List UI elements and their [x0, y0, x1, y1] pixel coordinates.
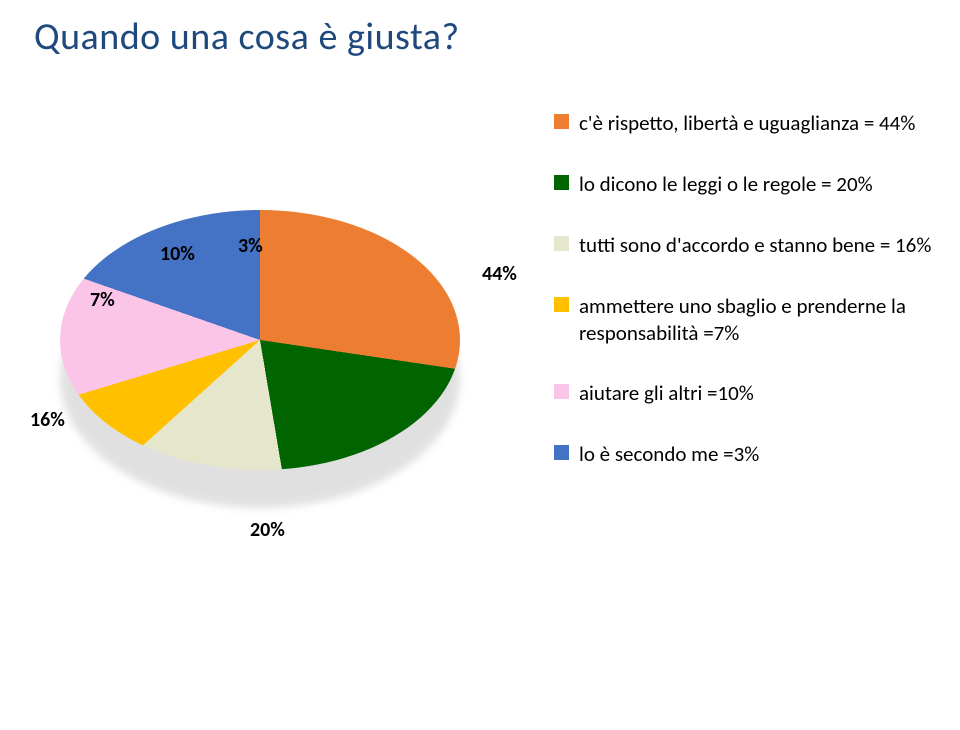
pie-pct-label: 10% — [160, 242, 195, 266]
legend-swatch — [554, 114, 569, 129]
legend-label: ammettere uno sbaglio e prenderne la res… — [579, 293, 934, 347]
legend-item: ammettere uno sbaglio e prenderne la res… — [554, 293, 934, 347]
legend-item: lo è secondo me =3% — [554, 441, 934, 468]
pie-pct-label: 16% — [30, 408, 65, 432]
legend-item: lo dicono le leggi o le regole = 20% — [554, 171, 934, 198]
legend-item: aiutare gli altri =10% — [554, 380, 934, 407]
legend-swatch — [554, 445, 569, 460]
legend-item: tutti sono d'accordo e stanno bene = 16% — [554, 232, 934, 259]
legend: c'è rispetto, libertà e uguaglianza = 44… — [554, 110, 934, 502]
pie-pct-label: 7% — [90, 288, 115, 312]
pie-pct-label: 20% — [250, 518, 285, 542]
legend-label: lo è secondo me =3% — [579, 441, 759, 468]
slide: Quando una cosa è giusta? 44% 20% 16% 7% 10%… — [0, 0, 960, 730]
legend-label: tutti sono d'accordo e stanno bene = 16% — [579, 232, 931, 259]
legend-label: lo dicono le leggi o le regole = 20% — [579, 171, 873, 198]
legend-label: c'è rispetto, libertà e uguaglianza = 44… — [579, 110, 915, 137]
pie-pct-label: 3% — [238, 234, 263, 258]
legend-swatch — [554, 236, 569, 251]
legend-swatch — [554, 175, 569, 190]
pie-pct-label: 44% — [482, 262, 517, 286]
legend-swatch — [554, 384, 569, 399]
legend-label: aiutare gli altri =10% — [579, 380, 754, 407]
pie-chart: 44% 20% 16% 7% 10% 3% — [30, 170, 530, 590]
slide-title: Quando una cosa è giusta? — [34, 14, 460, 60]
legend-swatch — [554, 297, 569, 312]
legend-item: c'è rispetto, libertà e uguaglianza = 44… — [554, 110, 934, 137]
